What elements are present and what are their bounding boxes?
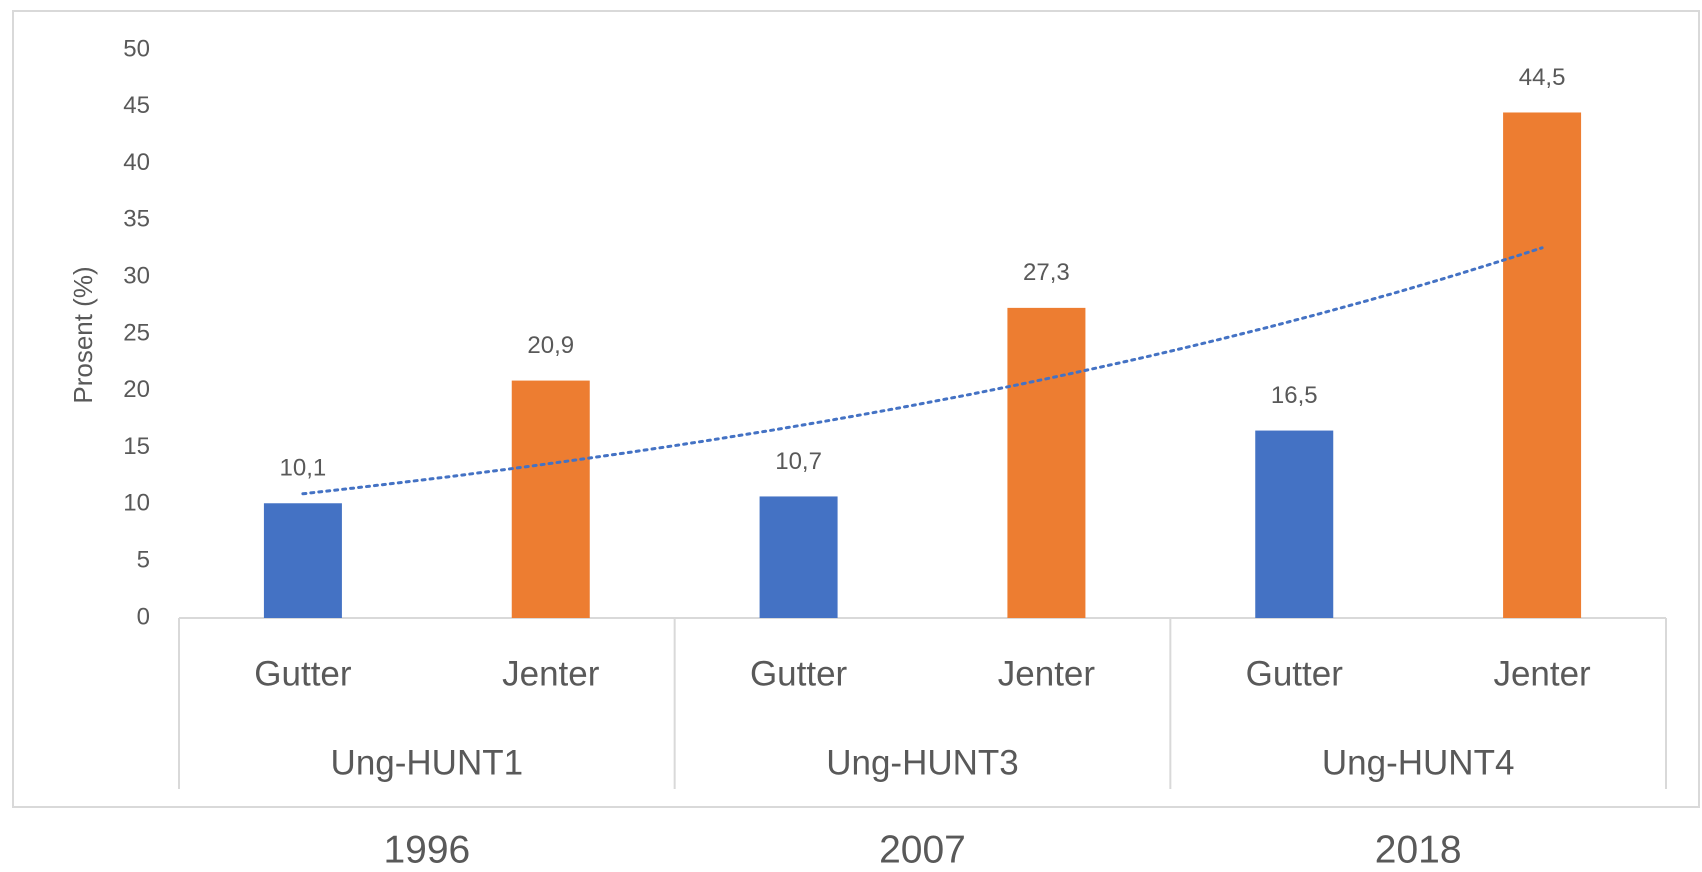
- bar: [1503, 112, 1582, 618]
- y-tick-label: 15: [123, 433, 150, 460]
- value-label: 10,7: [775, 448, 822, 475]
- x-tick-label: Jenter: [998, 654, 1096, 693]
- x-tick-label: Jenter: [1493, 654, 1591, 693]
- y-tick-label: 40: [123, 149, 150, 176]
- x-tick-label: Jenter: [502, 654, 600, 693]
- x-tick-label: Gutter: [750, 654, 848, 693]
- y-tick-label: 10: [123, 490, 150, 517]
- value-label: 10,1: [280, 455, 327, 482]
- y-tick-label: 30: [123, 263, 150, 290]
- bar: [1007, 307, 1086, 618]
- year-label: 2018: [1375, 828, 1462, 871]
- year-label: 1996: [383, 828, 470, 871]
- y-tick-label: 20: [123, 376, 150, 403]
- y-tick-label: 25: [123, 319, 150, 346]
- y-tick-label: 5: [137, 547, 150, 574]
- bar: [511, 380, 590, 618]
- y-tick-label: 50: [123, 35, 150, 62]
- group-label: Ung-HUNT3: [826, 743, 1019, 782]
- y-axis-label: Prosent (%): [68, 266, 98, 403]
- bar: [1255, 430, 1334, 618]
- value-label: 44,5: [1519, 64, 1566, 91]
- group-label: Ung-HUNT4: [1322, 743, 1515, 782]
- x-tick-label: Gutter: [1246, 654, 1344, 693]
- value-label: 20,9: [527, 332, 574, 359]
- year-label: 2007: [879, 828, 966, 871]
- trendline: [301, 246, 1544, 496]
- bar: [759, 496, 838, 618]
- value-label: 27,3: [1023, 259, 1070, 286]
- y-tick-label: 0: [137, 603, 150, 630]
- value-label: 16,5: [1271, 382, 1318, 409]
- bar: [263, 503, 342, 618]
- group-label: Ung-HUNT1: [331, 743, 524, 782]
- y-tick-label: 45: [123, 92, 150, 119]
- x-tick-label: Gutter: [254, 654, 352, 693]
- chart-frame: [12, 10, 1700, 808]
- y-tick-label: 35: [123, 206, 150, 233]
